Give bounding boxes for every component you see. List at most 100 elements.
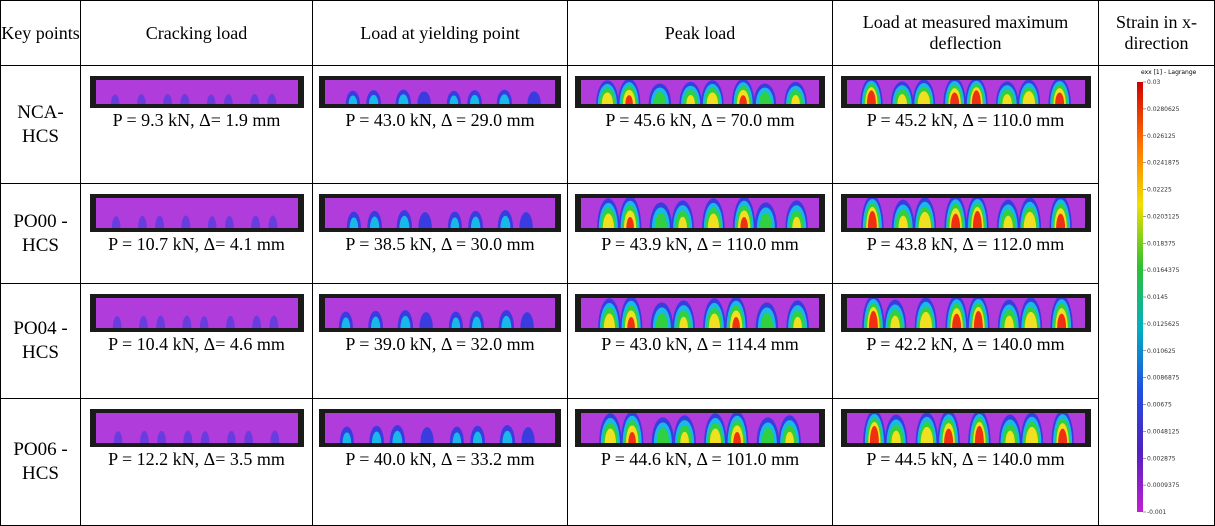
strain-contour: [368, 94, 379, 104]
strain-contour: [709, 428, 721, 443]
colorbar-label: 0.0009375: [1147, 482, 1180, 489]
strain-contour: [686, 94, 695, 104]
result-cell: P = 39.0 kN, Δ = 32.0 mm: [312, 283, 568, 399]
colorbar-label: 0.0241875: [1147, 160, 1180, 167]
strain-contour: [519, 212, 533, 228]
load-caption: P = 43.0 kN, Δ = 114.4 mm: [601, 334, 799, 354]
strain-contour: [398, 94, 409, 104]
column-header: Cracking load: [80, 0, 313, 66]
colorbar-label: 0.0280625: [1147, 106, 1180, 113]
strain-contour: [950, 213, 960, 228]
strain-field: [95, 298, 298, 328]
beam-surface: [325, 298, 555, 328]
strain-contour: [973, 310, 983, 328]
strain-field: [95, 413, 298, 443]
result-cell: P = 10.7 kN, Δ= 4.1 mm: [80, 183, 313, 284]
table-row: PO04 -HCS P = 10.4 kN, Δ= 4.6 mm P = 39.0 …: [0, 283, 1215, 399]
strain-map: [89, 194, 304, 232]
row-label: PO06 -HCS: [0, 398, 81, 526]
strain-contour: [521, 427, 535, 443]
beam-surface: [325, 413, 555, 443]
strain-contour: [867, 210, 877, 228]
strain-field: [846, 198, 1085, 228]
strain-contour: [1055, 213, 1065, 228]
strain-contour: [604, 428, 616, 443]
strain-contour: [226, 430, 236, 443]
strain-map: [575, 409, 825, 447]
strain-contour: [269, 430, 279, 443]
strain-contour: [469, 94, 480, 104]
table-body: NCA-HCS P = 9.3 kN, Δ= 1.9 mm P = 43.0 kN,…: [0, 65, 1215, 526]
colorbar-label: 0.0203125: [1147, 213, 1180, 220]
header-row: Key points Cracking load Load at yielding …: [0, 0, 1215, 66]
colorbar: exx [1] - Lagrange 0.03 0.0280625 0.026125 0…: [1137, 69, 1197, 516]
strain-map: [319, 294, 561, 332]
strain-contour: [223, 94, 233, 104]
load-caption: P = 9.3 kN, Δ= 1.9 mm: [112, 110, 281, 130]
strain-contour: [162, 94, 172, 104]
table-row: NCA-HCS P = 9.3 kN, Δ= 1.9 mm P = 43.0 kN,…: [0, 65, 1215, 526]
result-cell: P = 12.2 kN, Δ= 3.5 mm: [80, 398, 313, 526]
strain-contour: [920, 426, 933, 443]
result-cell: P = 10.4 kN, Δ= 4.6 mm: [80, 283, 313, 399]
colorbar-label: 0.0086875: [1147, 375, 1180, 382]
load-caption: P = 44.6 kN, Δ = 101.0 mm: [600, 449, 800, 469]
beam-surface: [95, 298, 298, 328]
result-cell: P = 38.5 kN, Δ = 30.0 mm: [312, 183, 568, 284]
strain-contour: [417, 91, 431, 104]
strain-contour: [708, 313, 720, 328]
strain-contour: [791, 94, 800, 104]
colorbar-label: 0.002875: [1147, 455, 1176, 462]
result-cell: P = 43.9 kN, Δ = 110.0 mm: [567, 183, 833, 284]
load-caption: P = 10.7 kN, Δ= 4.1 mm: [108, 234, 285, 254]
strain-contour: [680, 431, 689, 443]
strain-contour: [1025, 426, 1038, 443]
strain-contour: [450, 217, 460, 228]
strain-contour: [451, 317, 461, 328]
colorbar-label: -0.001: [1147, 509, 1167, 516]
strain-map: [840, 76, 1091, 108]
strain-contour: [896, 94, 907, 104]
strain-contour: [136, 94, 146, 104]
load-caption: P = 10.4 kN, Δ= 4.6 mm: [108, 334, 285, 354]
result-cell: P = 43.0 kN, Δ = 114.4 mm: [567, 283, 833, 399]
strain-contour: [251, 315, 261, 328]
strain-contour: [371, 431, 382, 443]
strain-field: [846, 413, 1085, 443]
load-caption: P = 39.0 kN, Δ = 32.0 mm: [345, 334, 535, 354]
strain-field: [581, 80, 819, 104]
strain-contour: [889, 315, 900, 328]
strain-map: [840, 194, 1091, 232]
table-row: PO06 -HCS P = 12.2 kN, Δ= 3.5 mm P = 40.0 …: [0, 398, 1215, 526]
row-label: PO00 -HCS: [0, 183, 81, 284]
strain-contour: [949, 92, 959, 104]
strain-contour: [919, 311, 932, 328]
strain-contour: [243, 430, 253, 443]
column-header: Load at yielding point: [312, 0, 568, 66]
strain-contour: [918, 211, 931, 228]
strain-contour: [732, 317, 740, 328]
colorbar-label: 0.0048125: [1147, 428, 1180, 435]
strain-contour: [1004, 430, 1015, 443]
row-label: NCA-HCS: [0, 65, 81, 184]
strain-field: [846, 80, 1085, 104]
strain-contour: [656, 427, 670, 443]
result-cell: P = 40.0 kN, Δ = 33.2 mm: [312, 398, 568, 526]
strain-map: [575, 294, 825, 332]
strain-contour: [112, 316, 121, 328]
load-caption: P = 38.5 kN, Δ = 30.0 mm: [345, 234, 535, 254]
strain-contour: [420, 427, 434, 443]
strain-contour: [897, 215, 908, 228]
strain-map: [319, 76, 561, 108]
strain-contour: [1023, 211, 1036, 228]
beam-surface: [95, 198, 298, 228]
strain-contour: [225, 315, 235, 328]
strain-map: [319, 194, 561, 232]
strain-contour: [180, 215, 190, 228]
colorbar-cell: exx [1] - Lagrange 0.03 0.0280625 0.026125 0…: [1098, 65, 1215, 526]
strain-contour: [111, 216, 120, 228]
strain-contour: [206, 94, 215, 104]
strain-contour: [653, 91, 667, 104]
column-header: Peak load: [567, 0, 833, 66]
beam-surface: [325, 198, 555, 228]
